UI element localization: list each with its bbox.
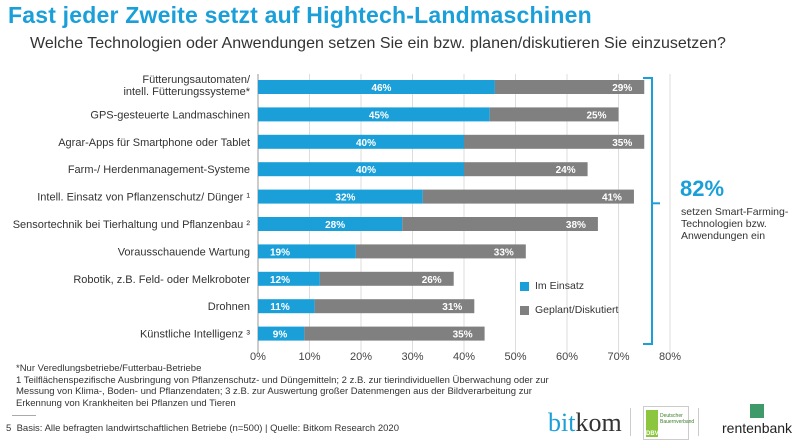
data-label: 11% (270, 302, 290, 313)
data-label: 9% (273, 330, 288, 341)
category-label: GPS-gesteuerte Landmaschinen (90, 109, 250, 121)
data-label: 26% (422, 275, 442, 286)
x-tick-label: 50% (504, 351, 526, 362)
source-line: 5 Basis: Alle befragten landwirtschaftli… (6, 423, 399, 434)
bracket (643, 77, 653, 345)
x-tick-label: 40% (453, 351, 475, 362)
x-tick-label: 0% (250, 351, 266, 362)
legend-swatch (520, 281, 529, 291)
category-label: Farm-/ Herdenmanagement-Systeme (68, 164, 250, 176)
footnotes: *Nur Veredlungsbetriebe/Futterbau-Betrie… (16, 363, 576, 409)
x-tick-label: 80% (659, 351, 681, 362)
data-label: 29% (612, 83, 632, 94)
divider (630, 408, 631, 436)
bar-in-use (258, 134, 464, 149)
x-tick-label: 70% (607, 351, 629, 362)
bar-planned (489, 107, 619, 122)
bar-in-use (258, 271, 320, 286)
data-label: 12% (270, 275, 290, 286)
footnote-lines: 1 Teilflächenspezifische Ausbringung von… (16, 374, 549, 409)
bar-in-use (258, 80, 495, 94)
annotation-text: setzen Smart-Farming-Technologien bzw. A… (681, 206, 789, 242)
bar-planned (422, 189, 634, 204)
legend-swatch (520, 305, 529, 315)
legend-label: Geplant/Diskutiert (535, 304, 619, 316)
annotation-value: 82% (680, 176, 725, 201)
x-tick-label: 30% (401, 351, 423, 362)
legend-item-planned: Geplant/Diskutiert (520, 304, 618, 316)
category-label: Robotik, z.B. Feld- oder Melkroboter (73, 274, 250, 286)
bar-in-use (258, 299, 315, 314)
x-tick-label: 10% (298, 351, 320, 362)
data-label: 25% (586, 110, 606, 121)
bar-in-use (258, 107, 490, 122)
bar-planned (355, 244, 526, 259)
category-label: intell. Fütterungssysteme* (123, 86, 250, 98)
category-label: Drohnen (208, 301, 250, 313)
bar-in-use (258, 326, 305, 341)
data-label: 31% (442, 302, 462, 313)
category-label: Vorausschauende Wartung (118, 246, 250, 258)
bar-planned (464, 134, 645, 149)
data-label: 45% (369, 110, 389, 121)
bar-in-use (258, 162, 464, 177)
footnote-star: *Nur Veredlungsbetriebe/Futterbau-Betrie… (16, 363, 202, 374)
x-tick-label: 20% (350, 351, 372, 362)
category-label: Sensortechnik bei Tierhaltung und Pflanz… (13, 219, 251, 231)
basis-text: Basis: Alle befragten landwirtschaftlich… (16, 423, 399, 434)
divider (698, 408, 699, 436)
category-label: Intell. Einsatz von Pflanzenschutz/ Düng… (37, 192, 250, 204)
bar-planned (494, 80, 645, 94)
data-label: 28% (325, 220, 345, 231)
category-label: Agrar-Apps für Smartphone oder Tablet (58, 137, 250, 149)
chart-subtitle: Welche Technologien oder Anwendungen set… (30, 35, 726, 52)
bar-planned (304, 326, 485, 341)
rentenbank-emblem-icon (750, 404, 764, 418)
data-label: 35% (612, 138, 632, 149)
bar-planned (314, 299, 475, 314)
data-label: 40% (356, 138, 376, 149)
data-label: 41% (602, 193, 622, 204)
data-label: 46% (371, 83, 391, 94)
data-label: 38% (566, 220, 586, 231)
bar-planned (319, 271, 454, 286)
data-label: 19% (270, 247, 290, 258)
divider (12, 415, 36, 416)
data-label: 32% (335, 193, 355, 204)
bar-in-use (258, 217, 403, 231)
legend-label: Im Einsatz (535, 280, 585, 292)
data-label: 40% (356, 165, 376, 176)
bar-planned (402, 217, 598, 231)
data-label: 35% (453, 330, 473, 341)
category-label: Fütterungsautomaten/ (142, 74, 251, 86)
rentenbank-logo: rentenbank (722, 420, 793, 436)
dbv-logo: DBV Deutscher Bauernverband (643, 406, 694, 440)
bar-in-use (258, 244, 356, 259)
legend-item-in-use: Im Einsatz (520, 280, 584, 292)
x-tick-label: 60% (556, 351, 578, 362)
category-label: Künstliche Intelligenz ³ (140, 329, 250, 341)
bitkom-logo: bitkom (548, 408, 622, 437)
chart-title: Fast jeder Zweite setzt auf Hightech-Lan… (8, 2, 592, 28)
bar-planned (464, 162, 588, 177)
bar-in-use (258, 189, 423, 204)
data-label: 33% (494, 247, 514, 258)
page-number: 5 (6, 423, 12, 434)
data-label: 24% (556, 165, 576, 176)
bar-chart: 0% 10% 20% 30% 40% 50% 60% 70% 80% Fütterungsauto… (13, 74, 681, 362)
